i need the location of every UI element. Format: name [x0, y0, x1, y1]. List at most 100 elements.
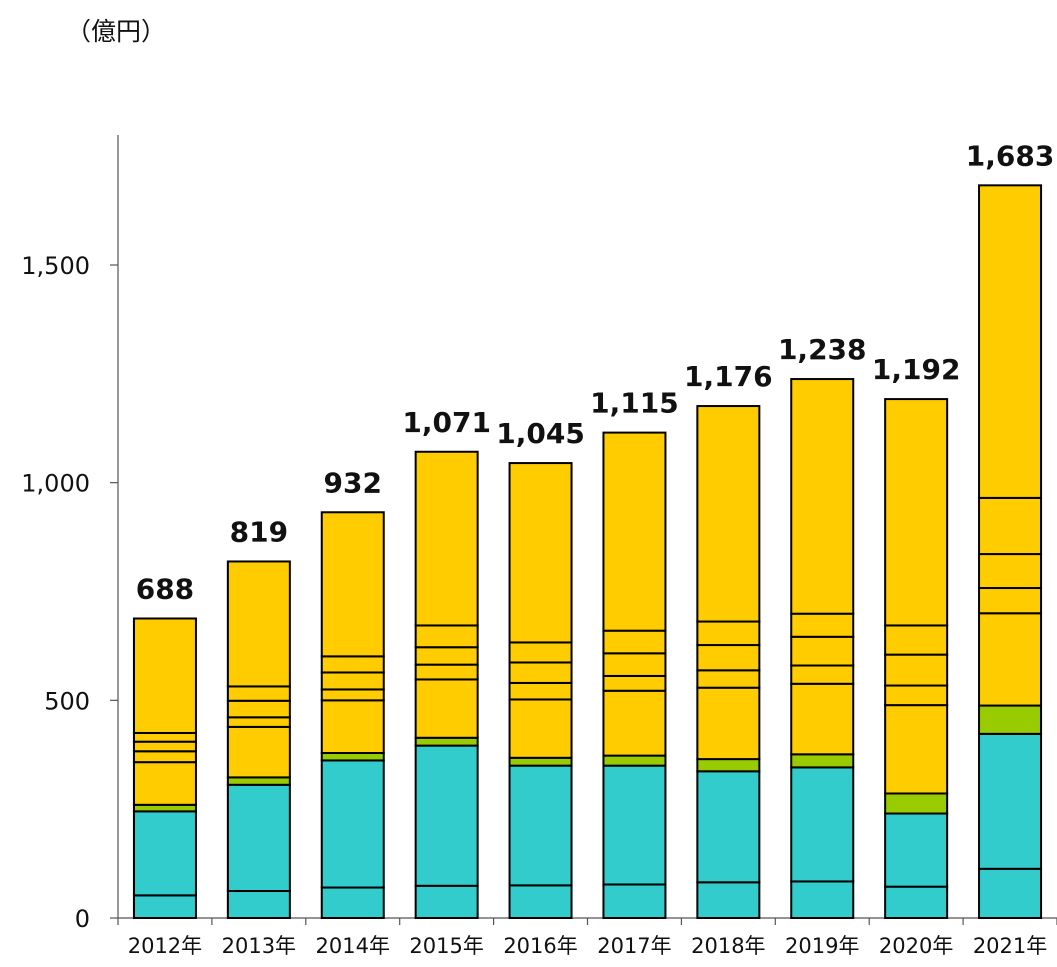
- bar-segment-green: [884, 792, 949, 815]
- bar-segment-cyan: [226, 890, 291, 920]
- bar-segment-yellow: [132, 617, 197, 734]
- bar-segment-cyan: [696, 770, 761, 884]
- bar-segment-yellow: [132, 750, 197, 764]
- bar-segment-yellow: [226, 560, 291, 688]
- bar-segment-yellow: [884, 624, 949, 656]
- bar-segment-cyan: [132, 894, 197, 920]
- bar-segment-cyan: [790, 766, 855, 883]
- bar-segment-yellow: [602, 652, 667, 677]
- bar-total-label: 1,192: [872, 353, 961, 386]
- bar-total-label: 932: [324, 466, 382, 499]
- bar-segment-cyan: [508, 884, 573, 919]
- bar-segment-yellow: [320, 511, 385, 658]
- bar-segment-yellow: [414, 678, 479, 739]
- bar-segment-yellow: [602, 629, 667, 655]
- bar-segment-cyan: [978, 867, 1043, 919]
- bar-segment-yellow: [508, 681, 573, 701]
- bar-segment-yellow: [884, 704, 949, 795]
- bar-segment-yellow: [602, 431, 667, 632]
- bar-segment-yellow: [696, 405, 761, 623]
- bar-segment-yellow: [978, 612, 1043, 707]
- bar-segment-yellow: [226, 725, 291, 779]
- bar-segment-cyan: [414, 744, 479, 887]
- bar-segment-yellow: [508, 698, 573, 759]
- bar-segment-yellow: [978, 184, 1043, 499]
- bar-total-label: 1,071: [402, 406, 491, 439]
- bar-segment-yellow: [414, 624, 479, 649]
- x-category-label: 2016年: [503, 934, 577, 958]
- bar-total-label: 1,176: [684, 360, 773, 393]
- bar-segment-cyan: [508, 764, 573, 887]
- bar-segment-cyan: [602, 764, 667, 886]
- bar-segment-yellow: [414, 450, 479, 627]
- y-axis-unit-label: （億円）: [66, 17, 167, 46]
- bar-segment-cyan: [320, 759, 385, 889]
- x-category-label: 2021年: [973, 934, 1047, 958]
- bar-segment-yellow: [790, 635, 855, 667]
- bar-segment-yellow: [226, 699, 291, 719]
- x-category-label: 2017年: [597, 934, 671, 958]
- bar-segment-yellow: [508, 641, 573, 664]
- bar-total-label: 1,045: [496, 417, 585, 450]
- bar-segment-green: [602, 754, 667, 767]
- bar-segment-cyan: [132, 810, 197, 897]
- bar-segment-green: [508, 756, 573, 767]
- bar-segment-yellow: [696, 620, 761, 647]
- bar-segment-yellow: [790, 682, 855, 756]
- bar-segment-yellow: [226, 685, 291, 702]
- bar-segment-yellow: [978, 553, 1043, 590]
- bars-layer: [132, 184, 1043, 920]
- x-category-label: 2012年: [128, 934, 202, 958]
- bar-segment-yellow: [884, 684, 949, 707]
- bar-segment-cyan: [414, 884, 479, 920]
- bar-segment-yellow: [414, 663, 479, 681]
- labels-layer: 688 2012年 819 2013年 932 2014年 1,071 2015年 1,045 2…: [128, 139, 1055, 958]
- bar-segment-yellow: [696, 686, 761, 761]
- bar-segment-yellow: [320, 671, 385, 691]
- bar-segment-green: [978, 704, 1043, 735]
- bar-segment-cyan: [226, 783, 291, 893]
- bar-total-label: 688: [136, 572, 194, 605]
- bar-total-label: 1,683: [966, 139, 1055, 172]
- bar-segment-yellow: [978, 587, 1043, 615]
- bar-segment-yellow: [414, 646, 479, 666]
- bar-segment-yellow: [508, 462, 573, 644]
- bar-segment-yellow: [132, 740, 197, 753]
- bar-segment-yellow: [132, 731, 197, 743]
- bar-segment-yellow: [132, 761, 197, 806]
- bar-segment-yellow: [602, 674, 667, 692]
- bar-segment-yellow: [602, 689, 667, 757]
- bar-segment-yellow: [790, 612, 855, 638]
- bar-total-label: 1,115: [590, 387, 679, 420]
- x-category-label: 2014年: [316, 934, 390, 958]
- bar-segment-yellow: [696, 644, 761, 672]
- bar-total-label: 1,238: [778, 333, 867, 366]
- bar-segment-cyan: [696, 881, 761, 920]
- bar-segment-yellow: [790, 664, 855, 685]
- bar-segment-cyan: [320, 886, 385, 920]
- bar-segment-cyan: [602, 883, 667, 919]
- x-category-label: 2019年: [785, 934, 859, 958]
- bar-segment-yellow: [696, 669, 761, 689]
- bar-segment-yellow: [884, 398, 949, 627]
- y-tick-label: 1,000: [21, 470, 90, 498]
- bar-segment-yellow: [884, 653, 949, 687]
- y-tick-label: 1,500: [21, 252, 90, 280]
- bar-segment-yellow: [320, 699, 385, 755]
- y-tick-label: 0: [75, 905, 90, 933]
- bar-segment-yellow: [978, 496, 1043, 556]
- bar-segment-cyan: [790, 880, 855, 920]
- x-category-label: 2018年: [691, 934, 765, 958]
- x-category-label: 2013年: [222, 934, 296, 958]
- bar-segment-cyan: [978, 732, 1043, 870]
- axis-layer: 0 500 1,000 1,500: [21, 135, 1057, 933]
- bar-segment-cyan: [884, 812, 949, 888]
- bar-segment-yellow: [320, 688, 385, 702]
- bar-total-label: 819: [230, 515, 288, 548]
- bar-segment-yellow: [226, 716, 291, 728]
- bar-segment-yellow: [508, 661, 573, 684]
- bar-segment-yellow: [320, 655, 385, 674]
- bar-segment-green: [226, 776, 291, 786]
- x-category-label: 2015年: [409, 934, 483, 958]
